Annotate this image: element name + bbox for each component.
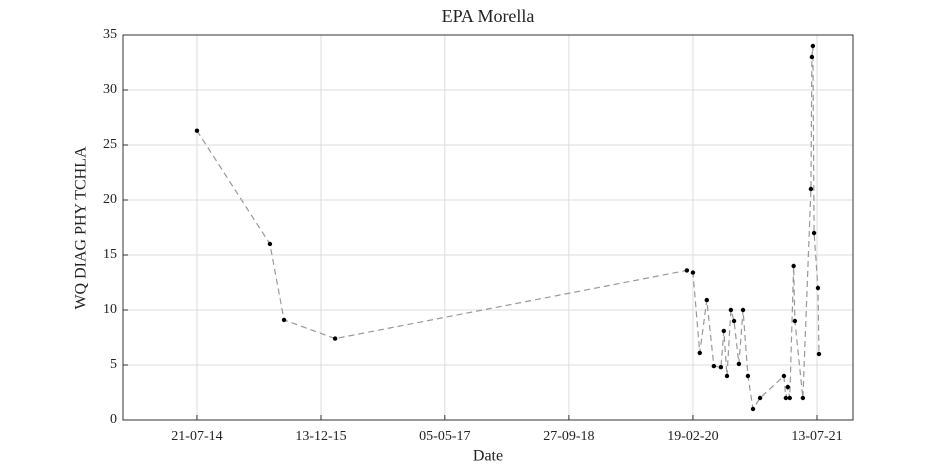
data-point	[810, 43, 816, 49]
data-point	[800, 395, 806, 401]
data-point	[781, 373, 787, 379]
data-point	[816, 351, 822, 357]
chart-title: EPA Morella	[442, 6, 535, 26]
x-axis-label: Date	[473, 448, 503, 465]
plot-frame	[122, 34, 854, 421]
data-point	[811, 230, 817, 236]
data-point	[808, 186, 814, 192]
data-point	[724, 373, 730, 379]
data-point	[697, 350, 702, 356]
data-point	[745, 373, 751, 379]
data-point	[704, 297, 710, 303]
y-tick-label: 0	[110, 412, 117, 427]
data-point	[194, 128, 200, 133]
data-point	[809, 54, 815, 60]
data-point	[736, 361, 742, 367]
y-tick-label: 35	[103, 27, 117, 42]
data-point	[785, 384, 791, 390]
x-tick-label: 21-07-14	[171, 429, 222, 444]
y-tick-label: 15	[103, 247, 117, 262]
x-tick-label: 19-02-20	[667, 429, 718, 444]
data-line	[196, 45, 820, 411]
data-point	[783, 395, 789, 401]
data-point	[750, 406, 756, 412]
data-point	[787, 395, 792, 401]
data-point	[711, 363, 717, 369]
data-point	[721, 328, 727, 334]
y-tick-label: 25	[103, 137, 117, 152]
x-tick-label: 05-05-17	[419, 429, 470, 444]
y-tick-label: 20	[103, 192, 117, 207]
data-point	[740, 307, 746, 313]
y-axis-label: WQ DIAG PHY TCHLA	[73, 146, 90, 310]
x-tick-label: 13-07-21	[791, 429, 842, 444]
data-point	[791, 263, 796, 269]
data-point	[684, 268, 690, 273]
data-point	[718, 365, 724, 370]
data-point	[731, 318, 737, 324]
data-point	[728, 307, 734, 313]
y-tick-label: 30	[103, 82, 117, 97]
data-point	[690, 270, 696, 275]
data-point	[332, 336, 338, 341]
y-tick-label: 5	[110, 357, 117, 372]
x-tick-label: 27-09-18	[543, 429, 594, 444]
data-point	[281, 317, 287, 323]
data-point	[757, 395, 763, 401]
x-tick-label: 13-12-15	[295, 429, 346, 444]
data-point	[792, 318, 798, 324]
y-tick-label: 10	[103, 302, 117, 317]
data-point	[815, 285, 821, 291]
data-point	[267, 241, 273, 247]
